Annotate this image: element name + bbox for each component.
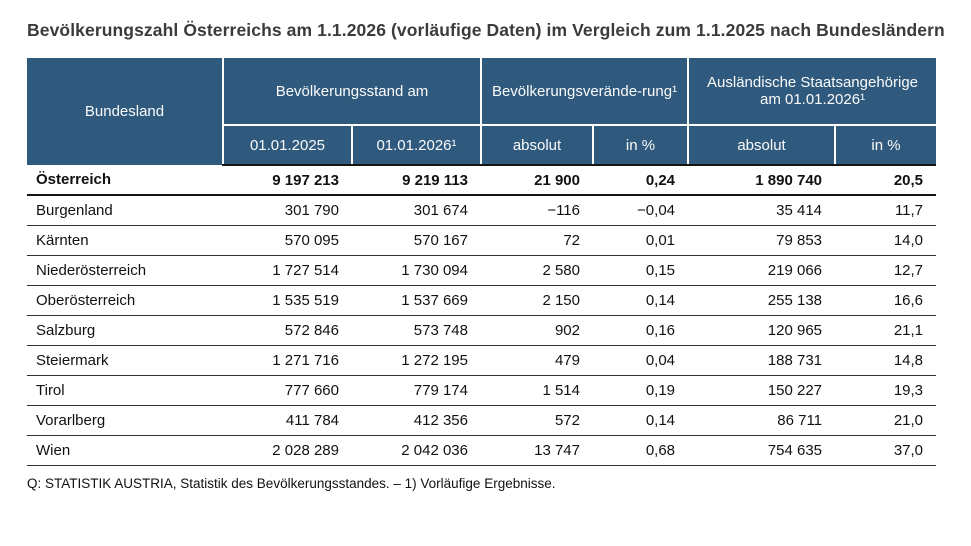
table-row: Oberösterreich 1 535 519 1 537 669 2 150… [27,285,937,316]
table-row-total: Österreich 9 197 213 9 219 113 21 900 0,… [27,165,937,196]
cell-foreign-percent: 12,7 [835,255,937,286]
table-row: Steiermark 1 271 716 1 272 195 479 0,04 … [27,345,937,376]
col-header-change-absolute: absolut [480,124,593,166]
page-title: Bevölkerungszahl Österreichs am 1.1.2026… [27,20,945,40]
cell-change-percent: 0,14 [593,405,689,436]
cell-pop-2026: 1 730 094 [352,255,481,286]
cell-pop-2025: 1 535 519 [223,285,352,316]
population-table: Bundesland Bevölkerungsstand am Bevölker… [27,58,937,466]
cell-pop-2025: 777 660 [223,375,352,406]
cell-change-percent: 0,04 [593,345,689,376]
cell-change-absolute: 13 747 [481,435,593,466]
cell-bundesland: Tirol [27,375,223,406]
cell-pop-2025: 2 028 289 [223,435,352,466]
cell-change-percent: 0,19 [593,375,689,406]
cell-foreign-absolute: 120 965 [688,315,836,346]
cell-change-percent: 0,01 [593,225,689,256]
cell-change-percent: 0,24 [593,165,689,196]
cell-foreign-percent: 14,0 [835,225,937,256]
col-header-2026: 01.01.2026¹ [351,124,481,166]
cell-pop-2026: 573 748 [352,315,481,346]
cell-pop-2026: 570 167 [352,225,481,256]
cell-pop-2026: 2 042 036 [352,435,481,466]
cell-change-absolute: 479 [481,345,593,376]
cell-change-percent: 0,14 [593,285,689,316]
table-row: Kärnten 570 095 570 167 72 0,01 79 853 1… [27,225,937,256]
cell-foreign-percent: 16,6 [835,285,937,316]
source-footnote: Q: STATISTIK AUSTRIA, Statistik des Bevö… [27,475,556,491]
cell-foreign-percent: 11,7 [835,195,937,226]
cell-change-absolute: 572 [481,405,593,436]
cell-foreign-absolute: 255 138 [688,285,836,316]
cell-foreign-absolute: 35 414 [688,195,836,226]
table-body: Österreich 9 197 213 9 219 113 21 900 0,… [27,165,937,466]
cell-change-absolute: 2 580 [481,255,593,286]
cell-pop-2025: 570 095 [223,225,352,256]
table-row: Burgenland 301 790 301 674 −116 −0,04 35… [27,195,937,226]
cell-change-percent: 0,68 [593,435,689,466]
cell-bundesland: Vorarlberg [27,405,223,436]
cell-pop-2025: 1 727 514 [223,255,352,286]
cell-change-absolute: 902 [481,315,593,346]
cell-bundesland: Kärnten [27,225,223,256]
cell-change-absolute: 21 900 [481,165,593,196]
cell-pop-2026: 301 674 [352,195,481,226]
group-header-foreign-nationals: Ausländische Staatsangehörige am 01.01.2… [687,58,937,125]
cell-foreign-absolute: 150 227 [688,375,836,406]
cell-foreign-absolute: 188 731 [688,345,836,376]
group-header-population-change: Bevölkerungsverände-rung¹ [479,58,689,125]
cell-change-percent: 0,15 [593,255,689,286]
col-header-foreign-absolute: absolut [687,124,836,166]
table-row: Tirol 777 660 779 174 1 514 0,19 150 227… [27,375,937,406]
cell-foreign-percent: 21,0 [835,405,937,436]
cell-bundesland: Steiermark [27,345,223,376]
cell-pop-2025: 572 846 [223,315,352,346]
page: Bevölkerungszahl Österreichs am 1.1.2026… [27,20,945,491]
cell-bundesland: Burgenland [27,195,223,226]
table-row: Wien 2 028 289 2 042 036 13 747 0,68 754… [27,435,937,466]
cell-foreign-absolute: 1 890 740 [688,165,836,196]
cell-bundesland: Salzburg [27,315,223,346]
cell-foreign-percent: 14,8 [835,345,937,376]
col-header-foreign-percent: in % [834,124,937,166]
cell-pop-2026: 779 174 [352,375,481,406]
cell-foreign-absolute: 86 711 [688,405,836,436]
table-row: Salzburg 572 846 573 748 902 0,16 120 96… [27,315,937,346]
cell-pop-2026: 1 537 669 [352,285,481,316]
cell-bundesland: Niederösterreich [27,255,223,286]
cell-pop-2025: 411 784 [223,405,352,436]
cell-change-percent: 0,16 [593,315,689,346]
cell-bundesland: Wien [27,435,223,466]
cell-pop-2025: 301 790 [223,195,352,226]
cell-pop-2025: 9 197 213 [223,165,352,196]
cell-bundesland: Oberösterreich [27,285,223,316]
col-header-change-percent: in % [591,124,689,166]
cell-foreign-percent: 19,3 [835,375,937,406]
cell-pop-2025: 1 271 716 [223,345,352,376]
cell-pop-2026: 9 219 113 [352,165,481,196]
cell-change-absolute: 2 150 [481,285,593,316]
table-header: Bundesland Bevölkerungsstand am Bevölker… [27,58,937,166]
cell-change-absolute: 1 514 [481,375,593,406]
cell-pop-2026: 1 272 195 [352,345,481,376]
cell-foreign-percent: 37,0 [835,435,937,466]
cell-change-percent: −0,04 [593,195,689,226]
table-row: Vorarlberg 411 784 412 356 572 0,14 86 7… [27,405,937,436]
table-row: Niederösterreich 1 727 514 1 730 094 2 5… [27,255,937,286]
col-header-2025: 01.01.2025 [222,124,352,166]
cell-pop-2026: 412 356 [352,405,481,436]
cell-foreign-absolute: 754 635 [688,435,836,466]
col-header-bundesland: Bundesland [27,58,223,165]
cell-foreign-percent: 20,5 [835,165,937,196]
cell-foreign-absolute: 79 853 [688,225,836,256]
cell-bundesland: Österreich [27,165,223,196]
group-header-population-stand: Bevölkerungsstand am [222,58,481,125]
cell-change-absolute: −116 [481,195,593,226]
cell-change-absolute: 72 [481,225,593,256]
cell-foreign-percent: 21,1 [835,315,937,346]
cell-foreign-absolute: 219 066 [688,255,836,286]
